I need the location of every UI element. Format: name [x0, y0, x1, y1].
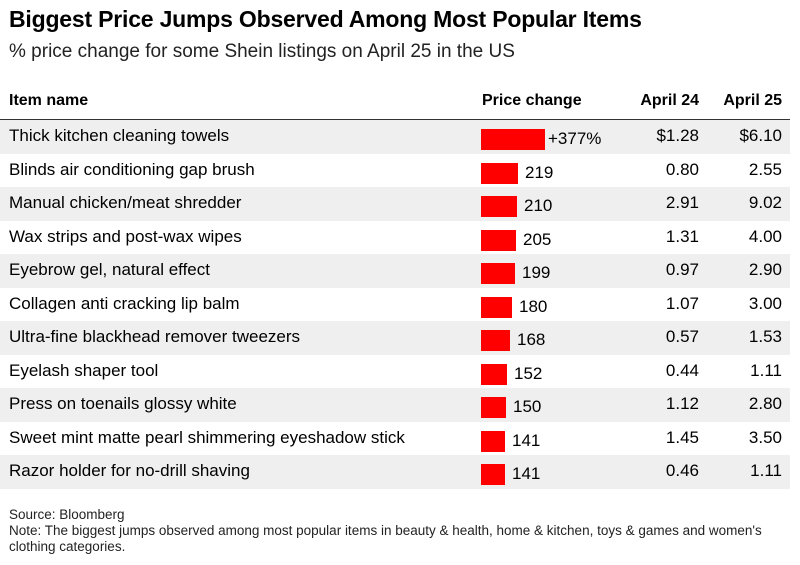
- price-change-bar: [481, 430, 505, 452]
- price-change-label: 205: [523, 229, 552, 249]
- price-change-bar: [481, 196, 517, 217]
- item-name: Collagen anti cracking lip balm: [9, 293, 240, 313]
- source-note: Source: Bloomberg: [9, 507, 125, 522]
- price-change-bar: [481, 330, 510, 351]
- footer: Source: Bloomberg Note: The biggest jump…: [9, 507, 789, 555]
- table-header: Item name Price change April 24 April 25: [0, 88, 790, 120]
- column-header-april-25: April 25: [723, 92, 782, 109]
- price-change-label: 219: [525, 162, 554, 182]
- item-name: Thick kitchen cleaning towels: [9, 126, 230, 145]
- column-header-item-name: Item name: [9, 92, 89, 109]
- april-24-price: 0.97: [665, 260, 699, 279]
- table-row: Thick kitchen cleaning towels +377% $1.28 $…: [0, 120, 790, 154]
- table-row: Razor holder for no-drill shaving 141 0.46…: [0, 455, 790, 489]
- item-name: Sweet mint matte pearl shimmering eyesha…: [9, 427, 405, 447]
- chart-subtitle: % price change for some Shein listings o…: [9, 41, 515, 62]
- table-row: Blinds air conditioning gap brush 219 0.80…: [0, 154, 790, 188]
- item-name: Ultra-fine blackhead remover tweezers: [9, 327, 301, 346]
- price-change-bar: [481, 129, 545, 150]
- price-change-label: 180: [519, 296, 548, 316]
- price-change-label: 199: [522, 263, 551, 282]
- price-change-bar: [481, 464, 505, 485]
- price-change-bar: [481, 229, 516, 251]
- column-header-price-change: Price change: [482, 92, 582, 109]
- table-row: Eyelash shaper tool 152 0.44 1.11: [0, 355, 790, 389]
- price-change-label: 152: [514, 363, 543, 383]
- table-row: Sweet mint matte pearl shimmering eyesha…: [0, 422, 790, 456]
- item-name: Razor holder for no-drill shaving: [9, 461, 250, 480]
- item-name: Blinds air conditioning gap brush: [9, 159, 255, 179]
- footnote: Note: The biggest jumps observed among m…: [9, 523, 762, 554]
- april-24-price: 0.46: [665, 461, 699, 480]
- april-25-price: 4.00: [748, 226, 782, 246]
- table-row: Collagen anti cracking lip balm 180 1.07 3.…: [0, 288, 790, 322]
- april-25-price: 1.11: [750, 461, 782, 480]
- april-24-price: 1.31: [665, 226, 699, 246]
- april-25-price: 2.55: [748, 159, 782, 179]
- price-change-label: 210: [524, 196, 553, 215]
- price-change-label: 141: [512, 430, 541, 450]
- price-change-bar: [481, 162, 518, 184]
- price-change-label: 150: [513, 397, 542, 416]
- price-change-bar: [481, 263, 515, 284]
- april-24-price: 2.91: [665, 193, 699, 212]
- april-25-price: 9.02: [748, 193, 782, 212]
- table-row: Eyebrow gel, natural effect 199 0.97 2.90: [0, 254, 790, 288]
- april-24-price: 1.45: [665, 427, 699, 447]
- april-24-price: 0.57: [665, 327, 699, 346]
- april-24-price: 1.12: [665, 394, 699, 413]
- chart-title: Biggest Price Jumps Observed Among Most …: [9, 6, 642, 32]
- april-25-price: 3.00: [748, 293, 782, 313]
- april-24-price: 0.80: [665, 159, 699, 179]
- april-25-price: 2.80: [748, 394, 782, 413]
- price-change-bar: [481, 296, 512, 318]
- price-table: Item name Price change April 24 April 25…: [0, 88, 790, 489]
- item-name: Manual chicken/meat shredder: [9, 193, 242, 212]
- april-25-price: 1.11: [750, 360, 782, 380]
- price-change-label: 168: [517, 330, 546, 349]
- item-name: Wax strips and post-wax wipes: [9, 226, 242, 246]
- april-24-price: 0.44: [665, 360, 699, 380]
- table-row: Press on toenails glossy white 150 1.12 2.8…: [0, 388, 790, 422]
- price-change-bar: [481, 397, 506, 418]
- item-name: Press on toenails glossy white: [9, 394, 237, 413]
- table-row: Wax strips and post-wax wipes 205 1.31 4.00: [0, 221, 790, 255]
- item-name: Eyebrow gel, natural effect: [9, 260, 210, 279]
- april-25-price: 2.90: [748, 260, 782, 279]
- column-header-april-24: April 24: [640, 92, 699, 109]
- price-change-label: 141: [512, 464, 541, 483]
- table-row: Ultra-fine blackhead remover tweezers 168…: [0, 321, 790, 355]
- april-25-price: $6.10: [739, 126, 782, 145]
- april-24-price: $1.28: [656, 126, 699, 145]
- table-row: Manual chicken/meat shredder 210 2.91 9.02: [0, 187, 790, 221]
- table-body: Thick kitchen cleaning towels +377% $1.28 $…: [0, 120, 790, 489]
- item-name: Eyelash shaper tool: [9, 360, 159, 380]
- price-change-bar: [481, 363, 507, 385]
- price-change-label: +377%: [548, 129, 602, 148]
- april-25-price: 3.50: [748, 427, 782, 447]
- april-24-price: 1.07: [665, 293, 699, 313]
- april-25-price: 1.53: [748, 327, 782, 346]
